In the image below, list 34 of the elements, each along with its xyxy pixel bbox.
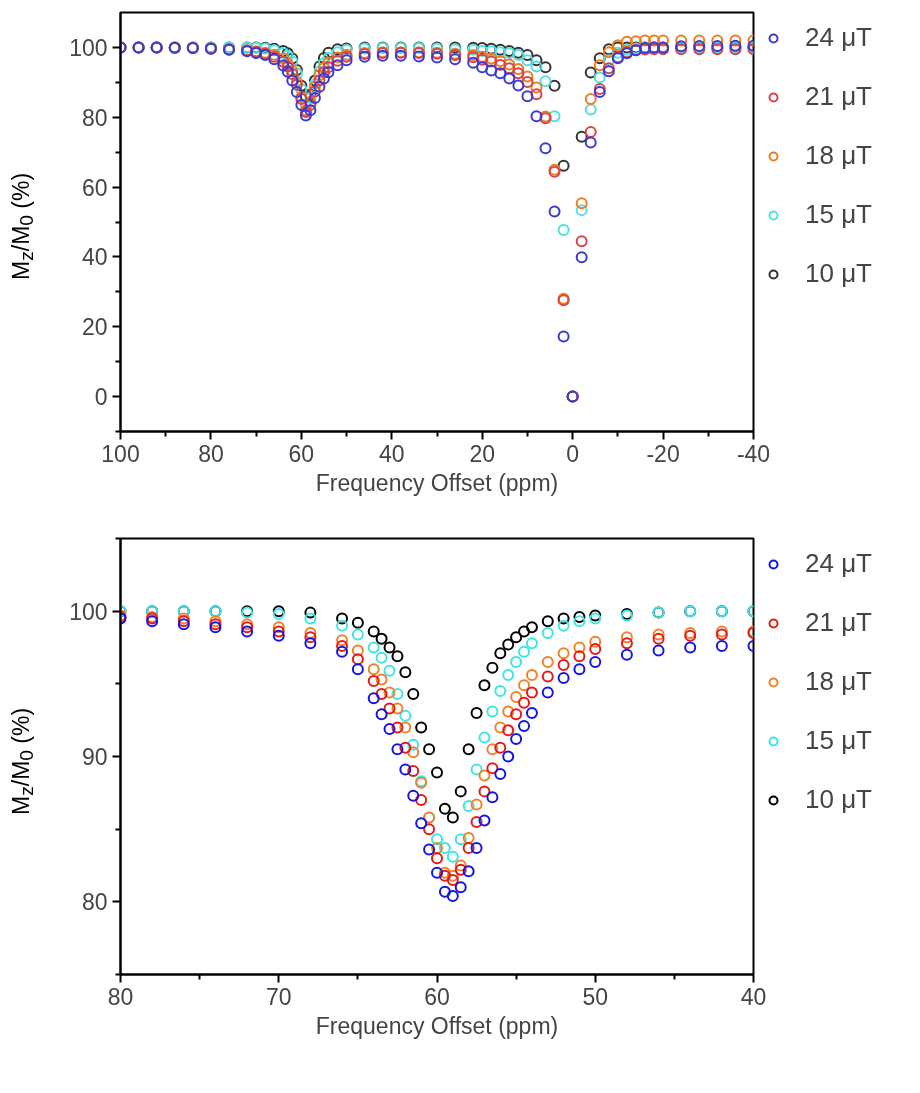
x-tick-label: 40 [740, 983, 767, 1010]
legend-label: 10 μT [805, 258, 873, 289]
y-tick-label: 90 [81, 744, 108, 770]
legend-label: 21 μT [805, 607, 873, 638]
y-tick-label: 100 [69, 598, 108, 625]
x-tick-label: 60 [288, 440, 315, 467]
y-tick-label: 60 [81, 174, 108, 201]
y-tick-label: 80 [81, 889, 108, 916]
x-tick-label: 70 [265, 983, 292, 1010]
y-tick-label: 0 [94, 384, 108, 411]
x-tick-label: 20 [469, 440, 496, 467]
y-tick-label: 40 [81, 244, 108, 271]
x-tick-label: 80 [107, 983, 134, 1010]
y-tick-label: 20 [81, 314, 108, 341]
x-tick-label: 100 [101, 440, 140, 467]
legend-label: 15 μT [805, 199, 873, 230]
legend-label: 18 μT [805, 140, 873, 171]
x-tick-label: 0 [566, 440, 580, 467]
x-tick-label: -20 [646, 440, 680, 467]
x-tick-label: 80 [198, 440, 224, 467]
x-tick-label: 40 [378, 440, 405, 467]
y-tick-label: 80 [81, 104, 108, 131]
x-tick-label: -40 [736, 440, 771, 467]
legend-label: 15 μT [805, 725, 873, 756]
x-axis-title: Frequency Offset (ppm) [315, 469, 559, 496]
legend-label: 18 μT [805, 666, 873, 697]
legend-label: 21 μT [805, 81, 873, 112]
legend-label: 24 μT [805, 548, 873, 579]
legend-label: 24 μT [805, 22, 873, 53]
x-tick-label: 60 [424, 983, 450, 1010]
y-tick-label: 100 [69, 34, 108, 61]
x-tick-label: 50 [582, 983, 609, 1010]
x-axis-title: Frequency Offset (ppm) [315, 1012, 559, 1039]
legend-label: 10 μT [805, 784, 873, 815]
